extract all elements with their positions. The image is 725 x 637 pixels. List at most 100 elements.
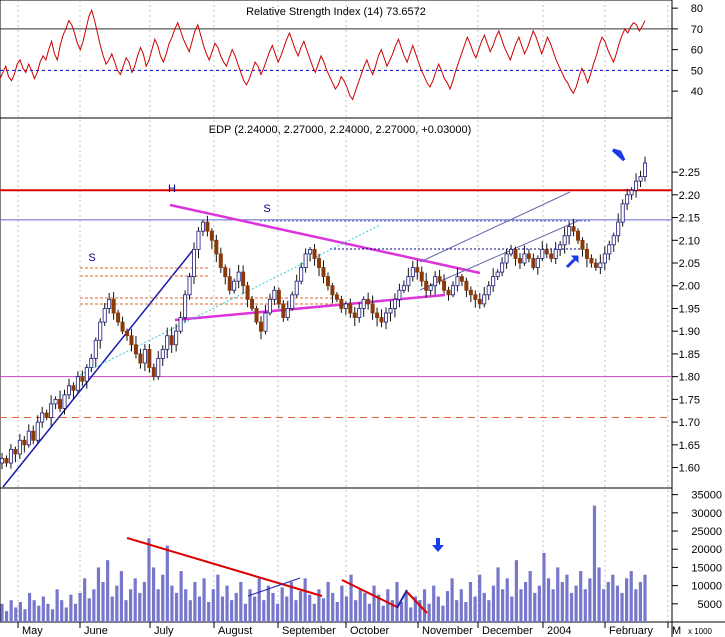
volume-bar — [92, 589, 96, 622]
volume-trendline-2 — [247, 577, 301, 597]
rsi-y-tick-label: 80 — [691, 3, 703, 15]
x-tick-label: February — [609, 625, 654, 637]
candle-body — [468, 289, 473, 296]
rsi-y-tick-label: 40 — [691, 86, 703, 98]
candle-body — [348, 303, 353, 314]
volume-bar — [367, 603, 372, 622]
price-y-tick-label: 1.85 — [679, 349, 700, 361]
candle-body — [44, 412, 49, 418]
x-tick-label: June — [84, 625, 108, 637]
candle-body — [151, 367, 156, 378]
volume-bar — [151, 567, 156, 622]
volume-bar — [634, 589, 638, 622]
candle-body — [477, 298, 482, 305]
candle-body — [200, 221, 205, 232]
candle-body — [450, 285, 455, 296]
volume-bar — [78, 592, 82, 622]
candle-body — [196, 230, 201, 250]
volume-bar — [133, 578, 137, 622]
volume-bar — [197, 596, 202, 622]
volume-bar — [23, 609, 27, 622]
volume-bar — [41, 596, 45, 622]
triangle-upper-line — [169, 203, 481, 275]
volume-bar — [73, 603, 78, 622]
volume-bar — [592, 505, 597, 622]
candle-body — [89, 358, 94, 368]
price-panel — [0, 117, 673, 489]
volume-bar — [234, 592, 238, 622]
volume-bar — [482, 592, 486, 622]
arrow-icon-top — [611, 148, 626, 162]
candle-body — [66, 385, 71, 396]
volume-bar — [179, 571, 183, 622]
candle-body — [303, 253, 308, 268]
price-y-tick-label: 1.65 — [679, 440, 700, 452]
candle-body — [629, 189, 634, 196]
candle-body — [535, 258, 540, 268]
candle-body — [111, 298, 116, 314]
candle-body — [312, 248, 317, 259]
candle-body — [509, 248, 514, 255]
candle-body — [392, 298, 397, 309]
volume-bar — [358, 589, 362, 622]
volume-bar — [335, 601, 339, 622]
candle-body — [209, 230, 214, 241]
candle-body — [223, 267, 228, 278]
volume-bar — [422, 589, 427, 622]
volume-bar — [427, 603, 431, 622]
volume-bar — [537, 585, 541, 622]
volume-bar — [101, 581, 105, 622]
price-y-tick-label: 1.95 — [679, 303, 700, 315]
volume-bar — [372, 585, 376, 622]
volume-bar — [597, 567, 601, 622]
candle-body — [513, 248, 518, 259]
candle-body — [500, 262, 505, 273]
volume-bar — [115, 585, 119, 622]
candle-body — [522, 253, 527, 264]
candle-body — [254, 308, 259, 323]
volume-bar — [349, 574, 353, 622]
volume-bar — [583, 589, 587, 622]
volume-bar — [363, 592, 367, 622]
candle-body — [4, 458, 9, 464]
candle-body — [482, 294, 487, 305]
volume-bar — [629, 571, 633, 622]
volume-bar — [275, 603, 280, 622]
volume-bar — [0, 603, 4, 622]
candle-body — [634, 180, 639, 191]
candle-body — [183, 294, 188, 318]
x-tick-label: May — [22, 625, 43, 637]
volume-bar — [142, 581, 146, 622]
candle-body — [549, 253, 554, 259]
volume-bar — [643, 574, 647, 622]
candle-body — [125, 330, 130, 337]
candle-body — [156, 358, 161, 378]
candle-body — [169, 335, 174, 346]
candle-body — [138, 353, 143, 364]
volume-bar — [638, 581, 643, 622]
volume-bar — [395, 581, 399, 622]
volume-bar — [202, 578, 206, 622]
volume-bar — [445, 591, 450, 622]
volume-bar — [381, 605, 385, 622]
candle-body — [464, 280, 469, 291]
candle-body — [26, 430, 31, 446]
candle-body — [258, 321, 263, 332]
candle-body — [620, 203, 625, 223]
annotation-left-shoulder: S — [88, 252, 95, 264]
volume-bar — [409, 607, 413, 622]
candle-body — [133, 344, 138, 355]
price-horizontal-lines — [0, 189, 672, 419]
volume-bar — [519, 589, 523, 622]
price-y-tick-label: 2.05 — [679, 258, 700, 270]
candle-body — [397, 289, 402, 300]
volume-bar — [161, 574, 165, 622]
volume-bar — [239, 581, 243, 622]
price-y-tick-label: 1.75 — [679, 394, 700, 406]
candle-body — [330, 285, 335, 296]
price-y-tick-label: 2.00 — [679, 281, 700, 293]
candle-body — [531, 258, 536, 268]
candle-body — [165, 335, 170, 350]
volume-bar — [459, 589, 463, 622]
volume-bar — [615, 585, 620, 622]
